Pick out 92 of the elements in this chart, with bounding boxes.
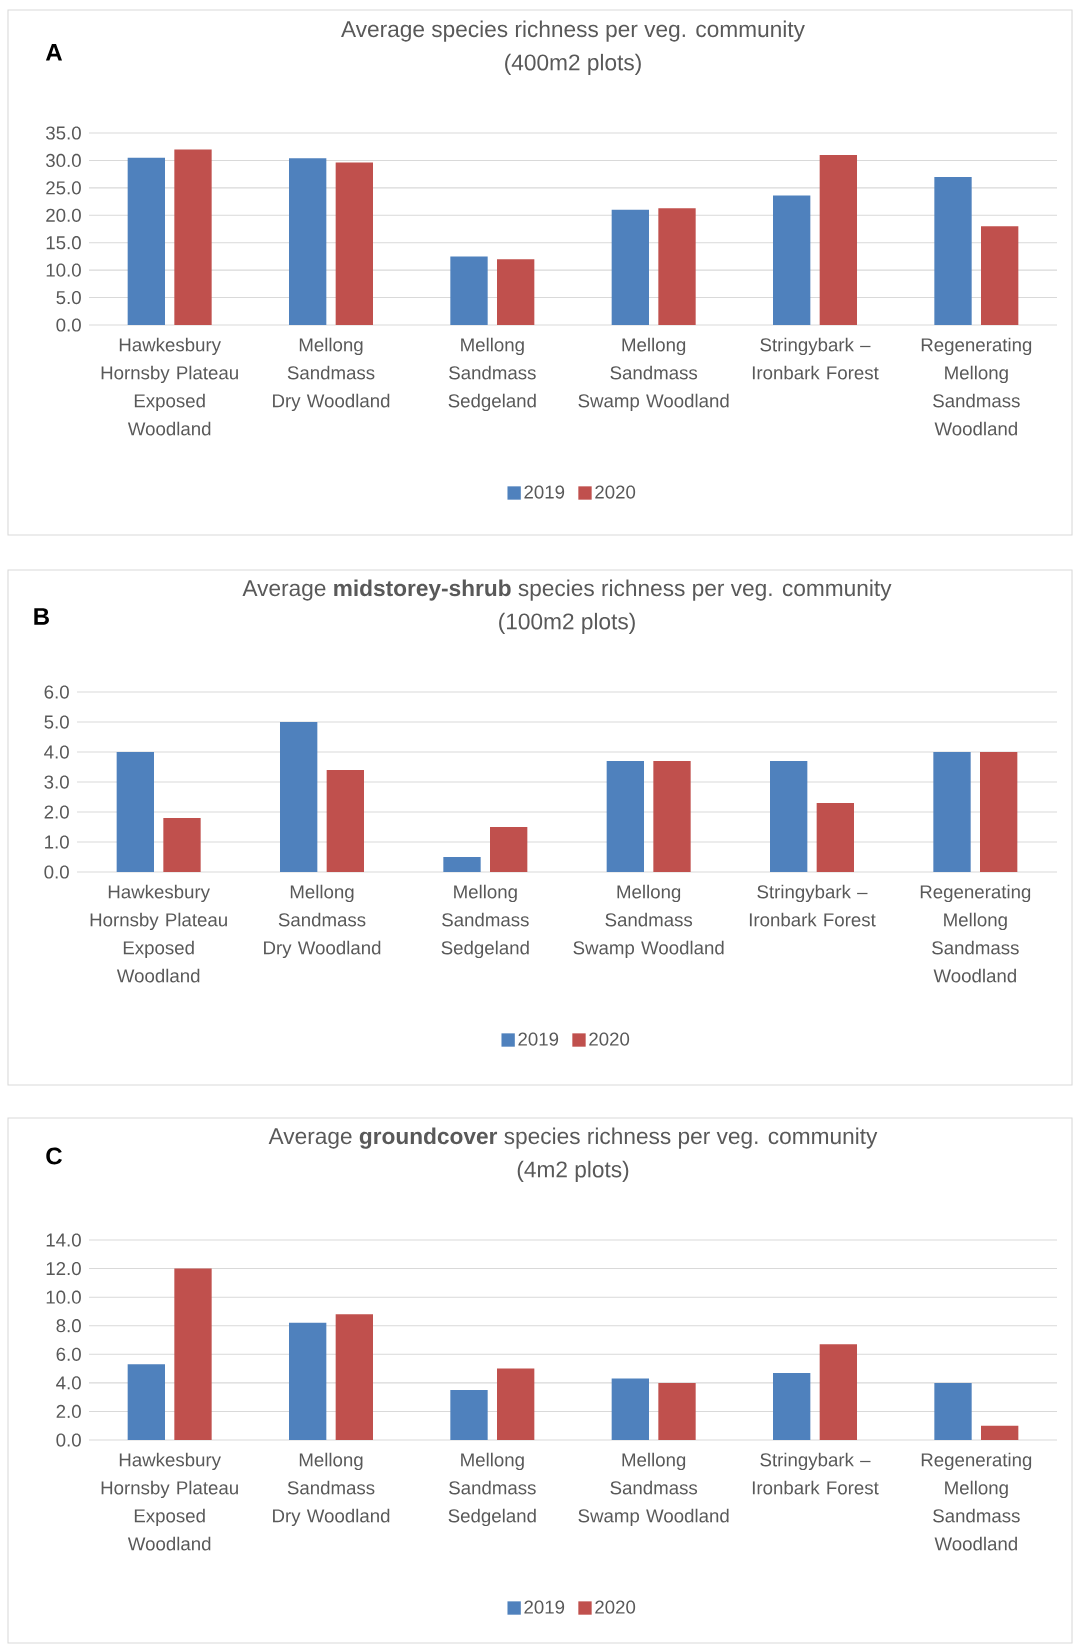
legend-label: 2019 <box>524 1600 565 1614</box>
text: B <box>34 608 49 625</box>
x-tick-label: Hawkesbury Hornsby Plateau Exposed Woodland <box>101 337 238 436</box>
x-tick-label: Hawkesbury Hornsby Plateau Exposed Woodland <box>101 1452 238 1551</box>
x-tick-label: Mellong Sandmass Swamp Woodland <box>578 337 729 412</box>
bar <box>658 208 696 325</box>
bar <box>497 259 535 325</box>
bar <box>816 803 854 873</box>
bar <box>497 1368 535 1441</box>
y-tick-label: 4.0 <box>56 1376 81 1390</box>
bar <box>289 1322 327 1441</box>
x-tick-label: Regenerating Mellong Sandmass Woodland <box>920 884 1031 983</box>
y-tick-label: 3.0 <box>44 775 69 789</box>
x-tick-label: Mellong Sandmass Dry Woodland <box>273 337 390 412</box>
y-tick-label: 20.0 <box>46 208 81 222</box>
y-tick-label: 8.0 <box>56 1319 81 1333</box>
legend-label: 2019 <box>524 485 565 499</box>
x-tick-label: Mellong Sandmass Dry Woodland <box>264 884 381 959</box>
x-tick-label: Mellong Sandmass Swamp Woodland <box>578 1452 729 1527</box>
y-tick-label: 5.0 <box>56 290 81 305</box>
x-tick-label: Hawkesbury Hornsby Plateau Exposed Woodland <box>90 884 227 983</box>
legend-label: 2020 <box>595 1600 636 1614</box>
y-tick-label: 0.0 <box>56 1433 81 1447</box>
bar <box>443 857 481 873</box>
bar <box>606 761 645 873</box>
bar <box>981 226 1019 325</box>
bar <box>174 1268 212 1441</box>
y-tick-label: 35.0 <box>46 126 81 140</box>
y-tick-label: 25.0 <box>46 181 81 195</box>
legend-label: 2019 <box>518 1032 559 1046</box>
bar <box>174 149 212 325</box>
chart-subtitle: (4m2 plots) <box>517 1160 629 1182</box>
chart-title: Average species richness per veg. community <box>341 20 805 42</box>
bar <box>611 209 649 325</box>
y-tick-label: 0.0 <box>44 865 69 879</box>
x-tick-label: Regenerating Mellong Sandmass Woodland <box>921 1452 1032 1551</box>
y-tick-label: 1.0 <box>45 835 69 849</box>
bar <box>116 752 154 873</box>
x-tick-label: Stringybark – Ironbark Forest <box>752 337 879 380</box>
legend-label: 2020 <box>589 1032 630 1046</box>
bar <box>653 761 691 873</box>
chart-subtitle: (400m2 plots) <box>505 53 641 75</box>
bar <box>819 154 857 325</box>
chart-title: Average groundcover species richness per veg. community <box>268 1127 878 1149</box>
bar <box>450 256 488 325</box>
x-tick-label: Regenerating Mellong Sandmass Woodland <box>921 337 1032 436</box>
bar <box>127 157 165 325</box>
x-tick-label: Mellong Sandmass Swamp Woodland <box>573 884 724 959</box>
legend-label: 2020 <box>595 485 636 499</box>
y-tick-label: 2.0 <box>56 1404 81 1419</box>
bar <box>819 1344 857 1441</box>
bar <box>770 761 808 873</box>
bar <box>280 722 318 873</box>
bar <box>611 1378 649 1441</box>
x-tick-label: Mellong Sandmass Sedgeland <box>448 337 536 412</box>
bar <box>934 1382 972 1441</box>
x-tick-label: Mellong Sandmass Sedgeland <box>441 884 529 959</box>
x-tick-label: Stringybark – Ironbark Forest <box>752 1452 879 1495</box>
y-tick-label: 15.0 <box>46 236 81 250</box>
bar <box>658 1382 696 1441</box>
bar <box>450 1390 488 1441</box>
x-tick-label: Stringybark – Ironbark Forest <box>749 884 876 927</box>
bar <box>335 162 373 325</box>
bar <box>934 176 972 325</box>
bar <box>335 1314 373 1441</box>
x-tick-label: Mellong Sandmass Dry Woodland <box>273 1452 390 1527</box>
y-tick-label: 0.0 <box>56 318 81 332</box>
y-tick-label: 10.0 <box>46 1290 81 1304</box>
x-tick-label: Mellong Sandmass Sedgeland <box>448 1452 536 1527</box>
bar <box>326 770 364 873</box>
text: C <box>46 1147 62 1165</box>
y-tick-label: 10.0 <box>46 263 81 277</box>
y-tick-label: 5.0 <box>44 715 69 729</box>
bar <box>127 1364 165 1441</box>
y-tick-label: 6.0 <box>56 1347 81 1361</box>
chart-title: Average midstorey-shrub species richness per veg. community <box>242 579 892 601</box>
bar <box>289 158 327 325</box>
bar <box>163 818 201 873</box>
y-tick-label: 6.0 <box>44 685 69 699</box>
y-tick-label: 2.0 <box>44 805 69 819</box>
y-tick-label: 30.0 <box>46 153 81 168</box>
bar <box>981 1425 1019 1441</box>
y-tick-label: 12.0 <box>46 1261 81 1276</box>
chart-subtitle: (100m2 plots) <box>499 612 635 634</box>
y-tick-label: 4.0 <box>44 745 69 759</box>
bar <box>490 827 528 873</box>
text: A <box>45 44 63 61</box>
bar <box>773 1372 811 1441</box>
bar <box>980 752 1018 873</box>
bar <box>773 195 811 325</box>
bar <box>933 752 971 873</box>
y-tick-label: 14.0 <box>46 1233 81 1247</box>
